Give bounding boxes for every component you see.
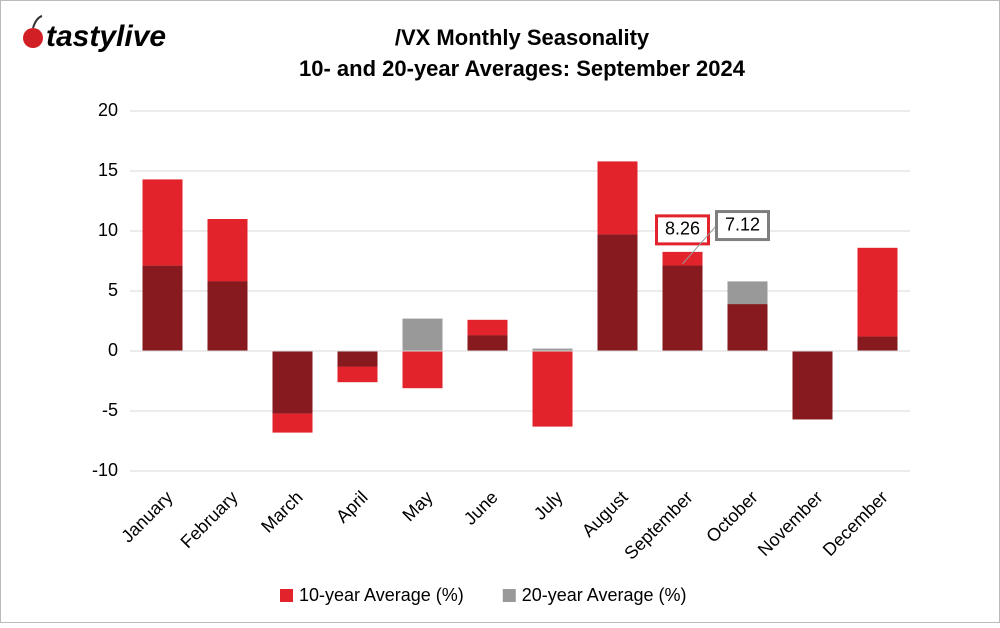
logo-stem [32,15,43,29]
bar-overlap [272,351,313,414]
bar-overlap [662,265,703,351]
data-label: 8.26 [665,219,700,239]
bar-overlap [337,351,378,367]
bar-10yr [402,351,443,389]
legend-label: 10-year Average (%) [299,585,464,605]
bar-overlap [207,281,248,351]
legend-swatch [502,589,516,602]
y-tick-label: 20 [98,100,118,120]
bar-overlap [727,304,768,351]
bar-overlap [857,336,898,351]
chart-title: /VX Monthly Seasonality [395,25,650,50]
bar-overlap [142,265,183,351]
y-tick-label: 5 [108,280,118,300]
bar-20yr [402,318,443,351]
bar-overlap [792,351,833,420]
bar-10yr [857,247,898,351]
y-tick-label: 15 [98,160,118,180]
brand: tastylive [46,20,166,53]
logo-cherry [23,28,43,48]
legend-swatch [280,589,293,602]
data-label: 7.12 [725,214,760,234]
callout-leader [682,225,717,265]
bar-overlap [467,335,508,351]
chart-subtitle: 10- and 20-year Averages: September 2024 [299,56,746,81]
callout-box [715,210,770,242]
legend-label: 20-year Average (%) [522,585,687,605]
y-tick-label: -10 [92,460,118,480]
y-tick-label: 0 [108,340,118,360]
y-tick-label: 10 [98,220,118,240]
bar-overlap [597,234,638,351]
y-tick-label: -5 [102,400,118,420]
callout-box [655,214,710,246]
bar-20yr [532,348,573,351]
bar-10yr [532,351,573,427]
